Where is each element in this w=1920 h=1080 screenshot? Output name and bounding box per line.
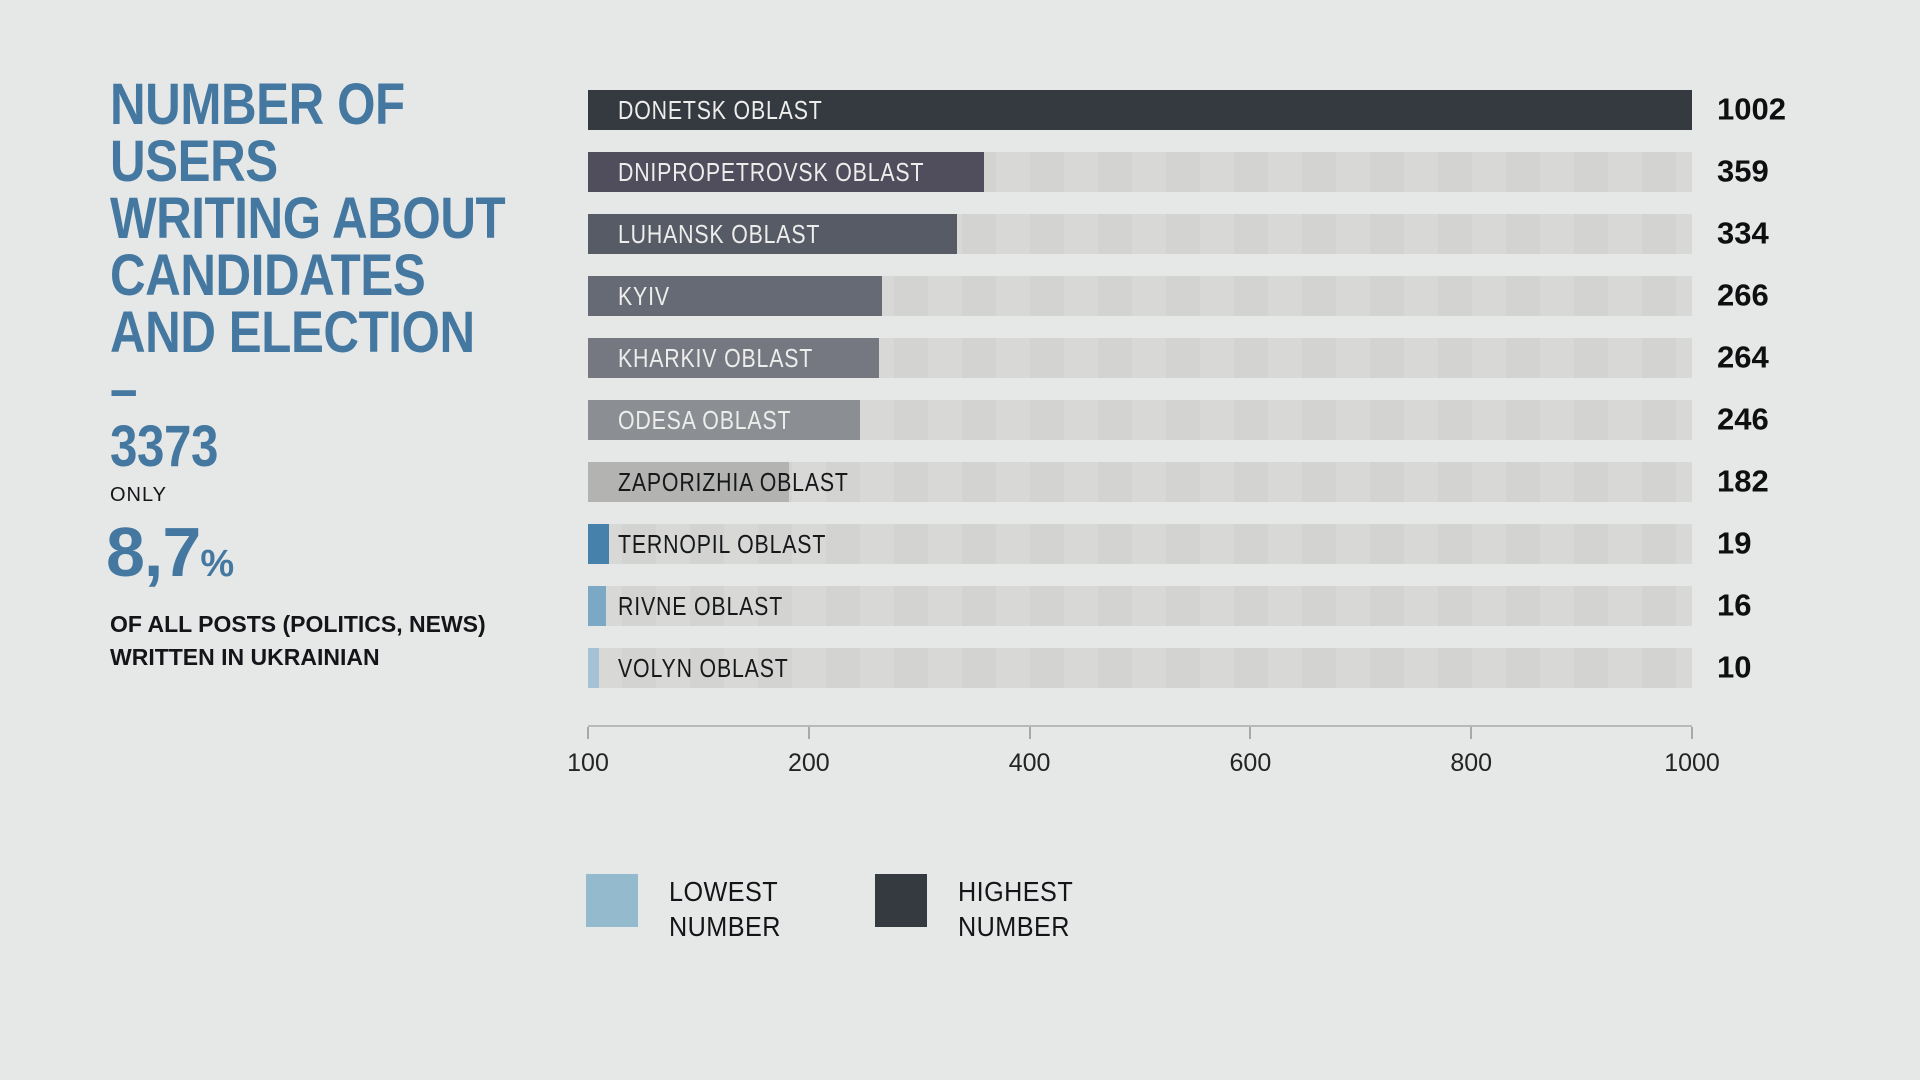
bar-row: LUHANSK OBLAST 334 [588,214,1769,254]
bar-track [588,586,1692,626]
bar-row: VOLYN OBLAST 10 [588,648,1751,688]
bar-fill [588,462,789,502]
x-axis-tick-mark [1691,727,1693,739]
x-axis-tick-label: 100 [567,749,609,777]
bar-label: LUHANSK OBLAST [618,219,821,249]
bar-row: ZAPORIZHIA OBLAST 182 [588,462,1769,502]
subtitle: OF ALL POSTS (POLITICS, NEWS) WRITTEN IN… [110,611,486,670]
bar-row: KHARKIV OBLAST 264 [588,338,1769,378]
percent-stat: 8,7% [106,512,234,592]
percent-sign: % [200,543,235,585]
bar-track [588,648,1692,688]
bar-label: KYIV [618,281,670,311]
bar-row: DONETSK OBLAST 1002 [588,90,1786,130]
only-label: ONLY [110,484,167,506]
x-axis-tick-mark [1028,727,1031,739]
x-axis-tick-label: 600 [1229,749,1272,777]
bar-label: ODESA OBLAST [618,405,792,435]
bar-value: 246 [1717,401,1769,437]
bar-value: 359 [1717,153,1769,189]
bar-chart: DONETSK OBLAST 1002 DNIPROPETROVSK OBLAST 3… [588,90,1786,710]
bar-track [588,524,1692,564]
bar-fill [588,90,1692,130]
x-axis-tick-label: 200 [787,749,830,777]
bar-label: VOLYN OBLAST [618,653,789,683]
x-axis-line [588,725,1692,727]
legend-label: HIGHEST NUMBER [958,876,1074,942]
bar-fill [588,586,606,626]
bar-label: KHARKIV OBLAST [618,343,814,373]
bar-value: 264 [1717,339,1769,375]
bar-fill [588,338,880,378]
x-axis-tick-mark [807,727,810,739]
bar-value: 16 [1717,587,1752,623]
x-axis-tick-label: 1000 [1664,749,1720,777]
x-axis-tick-label: 800 [1450,749,1493,777]
bar-value: 266 [1717,277,1769,313]
bar-value: 334 [1717,215,1769,251]
bar-label: DNIPROPETROVSK OBLAST [618,157,925,187]
x-axis-tick-mark [1470,727,1473,739]
bar-label: DONETSK OBLAST [618,95,823,125]
legend-swatch [875,874,927,927]
page-title: NUMBER OF USERS WRITING ABOUT CANDIDATES… [110,72,506,479]
bar-fill [588,648,600,688]
legend-item: HIGHEST NUMBER [875,874,1086,944]
bar-fill [588,524,609,564]
bar-fill [588,400,860,440]
bar-value: 1002 [1717,91,1786,127]
bar-value: 10 [1717,649,1752,685]
x-axis-tick-mark [1249,727,1252,739]
bar-fill [588,276,882,316]
bar-row: RIVNE OBLAST 16 [588,586,1751,626]
legend-label: LOWEST NUMBER [669,876,781,942]
bar-label: RIVNE OBLAST [618,591,784,621]
bar-label: ZAPORIZHIA OBLAST [618,467,849,497]
legend-swatch [586,874,638,927]
bar-label: TERNOPIL OBLAST [618,529,827,559]
bar-fill [588,152,985,192]
percent-value: 8,7 [106,513,201,591]
x-axis: 100 200 400 600 800 1000 [567,725,1720,785]
bar-value: 19 [1717,525,1752,561]
bar-row: TERNOPIL OBLAST 19 [588,524,1751,564]
bar-value: 182 [1717,463,1769,499]
bar-row: ODESA OBLAST 246 [588,400,1769,440]
x-axis-tick-label: 400 [1008,749,1051,777]
x-axis-tick-mark [587,727,589,739]
bar-fill [588,214,957,254]
legend-item: LOWEST NUMBER [586,874,793,944]
bar-row: KYIV 266 [588,276,1769,316]
bar-row: DNIPROPETROVSK OBLAST 359 [588,152,1769,192]
